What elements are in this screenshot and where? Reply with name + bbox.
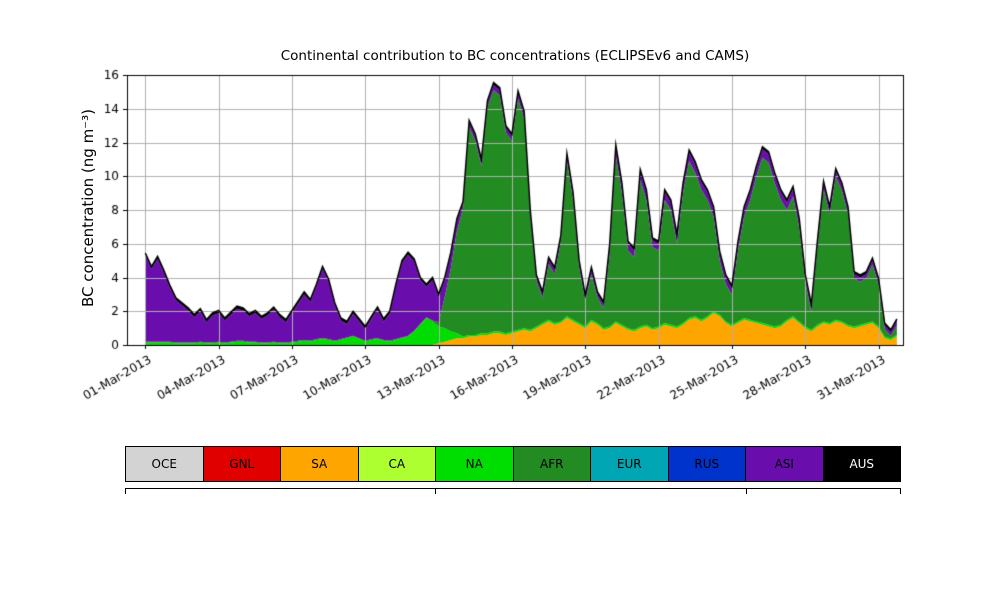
legend-label: AUS <box>849 457 875 471</box>
legend: OCE GNL SA CA NA AFR EUR RUS ASI AUS <box>125 446 901 482</box>
legend-item-asi: ASI <box>745 447 823 481</box>
legend-label: NA <box>465 457 483 471</box>
legend-label: RUS <box>694 457 720 471</box>
legend-item-oce: OCE <box>126 447 203 481</box>
legend-label: SA <box>311 457 328 471</box>
legend-item-eur: EUR <box>590 447 668 481</box>
legend-label: OCE <box>151 457 177 471</box>
legend-item-sa: SA <box>280 447 358 481</box>
legend-item-na: NA <box>435 447 513 481</box>
legend-item-gnl: GNL <box>202 447 280 481</box>
legend-label: EUR <box>616 457 642 471</box>
legend-label: AFR <box>540 457 564 471</box>
legend-item-ca: CA <box>357 447 435 481</box>
stacked-area-chart-canvas <box>0 0 1000 435</box>
legend-baseline-tick <box>435 489 437 494</box>
legend-baseline-tick <box>900 489 901 494</box>
legend-baseline <box>125 488 901 496</box>
legend-item-aus: AUS <box>822 447 900 481</box>
legend-label: ASI <box>774 457 794 471</box>
legend-item-afr: AFR <box>512 447 590 481</box>
legend-baseline-tick <box>125 489 126 494</box>
chart-title: Continental contribution to BC concentra… <box>280 48 750 64</box>
legend-baseline-tick <box>745 489 747 494</box>
legend-item-rus: RUS <box>667 447 745 481</box>
y-axis-label: BC concentration (ng m⁻³) <box>79 109 97 307</box>
legend-label: CA <box>388 457 406 471</box>
legend-label: GNL <box>229 457 255 471</box>
